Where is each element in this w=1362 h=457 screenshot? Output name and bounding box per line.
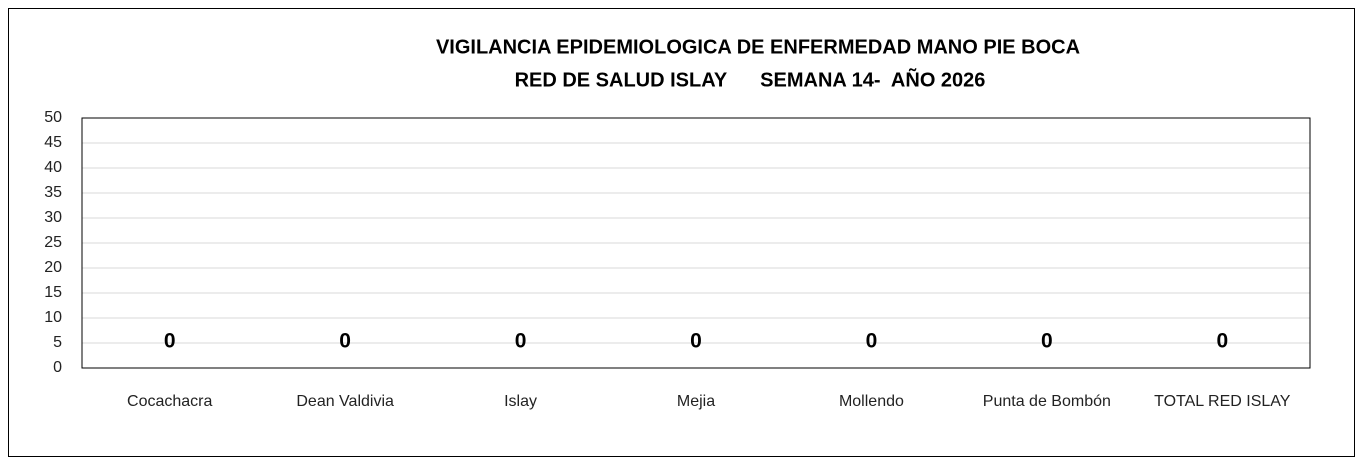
chart-title: VIGILANCIA EPIDEMIOLOGICA DE ENFERMEDAD … <box>436 36 1080 58</box>
data-label: 0 <box>866 330 878 353</box>
x-tick-label: Dean Valdivia <box>296 393 394 410</box>
data-label: 0 <box>515 330 527 353</box>
x-tick-label: Cocachacra <box>127 393 212 410</box>
data-label: 0 <box>339 330 351 353</box>
chart-subtitle: RED DE SALUD ISLAY SEMANA 14- AÑO 2026 <box>515 68 986 91</box>
y-tick-label: 0 <box>53 359 62 376</box>
x-tick-label: Islay <box>504 393 537 410</box>
data-label: 0 <box>1216 330 1228 353</box>
y-tick-label: 50 <box>44 109 62 126</box>
y-tick-label: 40 <box>44 159 62 176</box>
data-label: 0 <box>690 330 702 353</box>
y-tick-label: 30 <box>44 209 62 226</box>
y-tick-label: 45 <box>44 134 62 151</box>
y-tick-label: 20 <box>44 259 62 276</box>
y-tick-label: 15 <box>44 284 62 301</box>
x-tick-label: Punta de Bombón <box>983 393 1111 410</box>
data-label: 0 <box>1041 330 1053 353</box>
y-tick-label: 25 <box>44 234 62 251</box>
plot-frame <box>81 117 1311 369</box>
y-tick-label: 5 <box>53 334 62 351</box>
chart-border <box>8 8 1355 457</box>
x-tick-label: Mejia <box>677 393 715 410</box>
data-label: 0 <box>164 330 176 353</box>
x-tick-label: TOTAL RED ISLAY <box>1154 393 1291 410</box>
y-tick-label: 35 <box>44 184 62 201</box>
x-tick-label: Mollendo <box>839 393 904 410</box>
y-tick-label: 10 <box>44 309 62 326</box>
